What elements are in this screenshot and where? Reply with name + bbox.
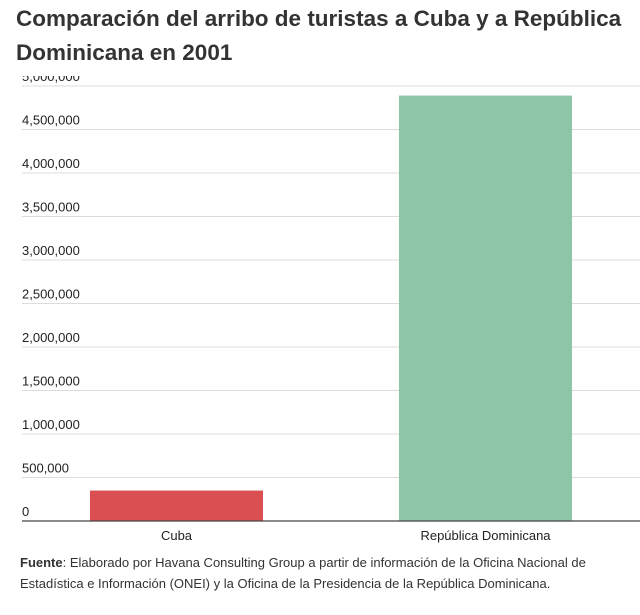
y-tick-label: 4,500,000 <box>22 113 80 128</box>
x-tick-label: República Dominicana <box>420 528 551 543</box>
y-tick-label: 3,000,000 <box>22 243 80 258</box>
y-tick-label: 2,000,000 <box>22 330 80 345</box>
x-tick-label: Cuba <box>161 528 193 543</box>
bar <box>89 490 264 521</box>
chart-title: Comparación del arribo de turistas a Cub… <box>16 6 622 65</box>
source-note: Fuente: Elaborado por Havana Consulting … <box>20 552 625 594</box>
y-tick-label: 0 <box>22 504 29 519</box>
source-text: : Elaborado por Havana Consulting Group … <box>20 555 586 591</box>
y-tick-label: 3,500,000 <box>22 200 80 215</box>
y-tick-label: 4,000,000 <box>22 156 80 171</box>
y-tick-label: 1,000,000 <box>22 417 80 432</box>
y-tick-label: 2,500,000 <box>22 287 80 302</box>
y-tick-label: 5,000,000 <box>22 76 80 84</box>
bar <box>398 95 573 521</box>
bar-chart: 0 500,000 1,000,000 1,500,000 2,000,000 2,500… <box>22 76 640 543</box>
y-tick-label: 1,500,000 <box>22 374 80 389</box>
source-label: Fuente <box>20 555 63 570</box>
y-tick-label: 500,000 <box>22 461 69 476</box>
